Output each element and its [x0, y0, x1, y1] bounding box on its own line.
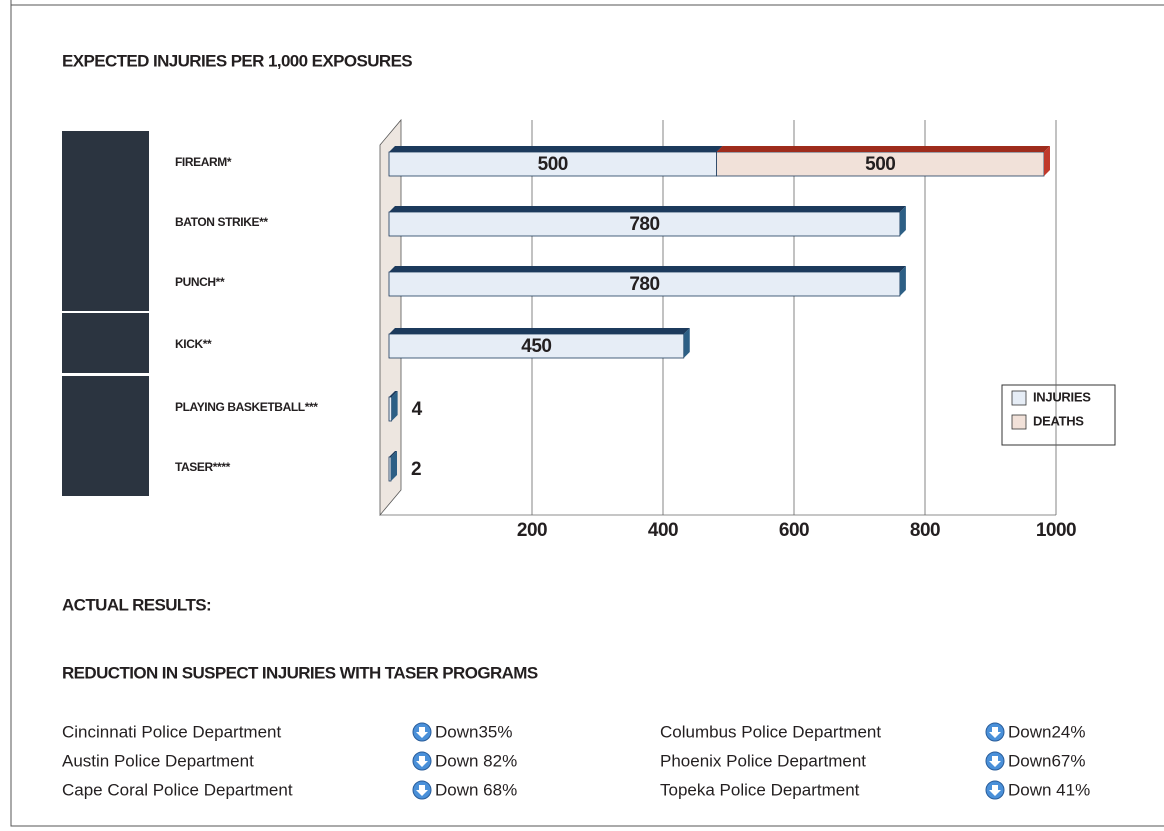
category-label: KICK** [175, 337, 212, 351]
down-arrow [416, 756, 428, 767]
value-label: 500 [865, 154, 895, 175]
bar-side [899, 206, 906, 236]
change: Down 82% [435, 751, 517, 770]
category-label: PUNCH** [175, 275, 225, 289]
x-tick-label: 200 [517, 520, 547, 541]
category-images [62, 131, 149, 496]
down-arrow [416, 727, 428, 738]
down-arrow [989, 727, 1001, 738]
category-label: PLAYING BASKETBALL*** [175, 400, 318, 414]
category-label: BATON STRIKE** [175, 215, 268, 229]
bar-top [389, 146, 723, 152]
x-tick-label: 600 [779, 520, 809, 541]
change: Down67% [1008, 751, 1086, 770]
value-label: 4 [412, 399, 423, 420]
legend-label: DEATHS [1033, 413, 1084, 428]
bar-top [389, 206, 906, 212]
value-label: 780 [629, 274, 659, 295]
bar [388, 333, 685, 359]
change: Down 68% [435, 780, 517, 799]
bar-top [389, 328, 690, 334]
change: Down35% [435, 722, 513, 741]
department: Cincinnati Police Department [62, 722, 281, 741]
legend-swatch [1011, 414, 1027, 430]
x-tick-label: 1000 [1036, 520, 1076, 541]
bar-top [389, 451, 397, 457]
department: Columbus Police Department [660, 722, 881, 741]
value-label: 450 [521, 336, 551, 357]
department: Cape Coral Police Department [62, 780, 293, 799]
frame [10, 0, 1164, 827]
legend-label: INJURIES [1033, 389, 1091, 404]
down-arrow [989, 756, 1001, 767]
department: Topeka Police Department [660, 780, 860, 799]
down-arrow [416, 785, 428, 796]
bar-side [391, 391, 398, 421]
bar [388, 396, 393, 422]
legend-swatch [1011, 390, 1027, 406]
category-image [62, 313, 149, 373]
x-tick-label: 800 [910, 520, 940, 541]
value-label: 780 [629, 214, 659, 235]
bar [388, 151, 717, 177]
category-label: TASER**** [175, 460, 231, 474]
bar [388, 456, 392, 482]
category-label: FIREARM* [175, 155, 232, 169]
x-tick-label: 400 [648, 520, 678, 541]
category-image [62, 131, 149, 191]
category-image [62, 376, 149, 436]
bar-top [716, 146, 1050, 152]
value-label: 500 [538, 154, 568, 175]
change: Down 41% [1008, 780, 1090, 799]
results-subtitle: REDUCTION IN SUSPECT INJURIES WITH TASER… [62, 663, 538, 682]
chart-title: EXPECTED INJURIES PER 1,000 EXPOSURES [62, 51, 412, 70]
bar-side [391, 451, 397, 481]
category-image [62, 436, 149, 496]
bar-side [683, 328, 690, 358]
department: Austin Police Department [62, 751, 254, 770]
category-image [62, 191, 149, 251]
category-image [62, 251, 149, 311]
value-label: 2 [411, 459, 421, 480]
down-arrow [989, 785, 1001, 796]
change: Down24% [1008, 722, 1086, 741]
bar-top [389, 266, 906, 272]
bar-top [389, 391, 398, 397]
department: Phoenix Police Department [660, 751, 866, 770]
bar-side [899, 266, 906, 296]
results-heading: ACTUAL RESULTS: [62, 595, 211, 614]
bar-side [1044, 146, 1050, 176]
